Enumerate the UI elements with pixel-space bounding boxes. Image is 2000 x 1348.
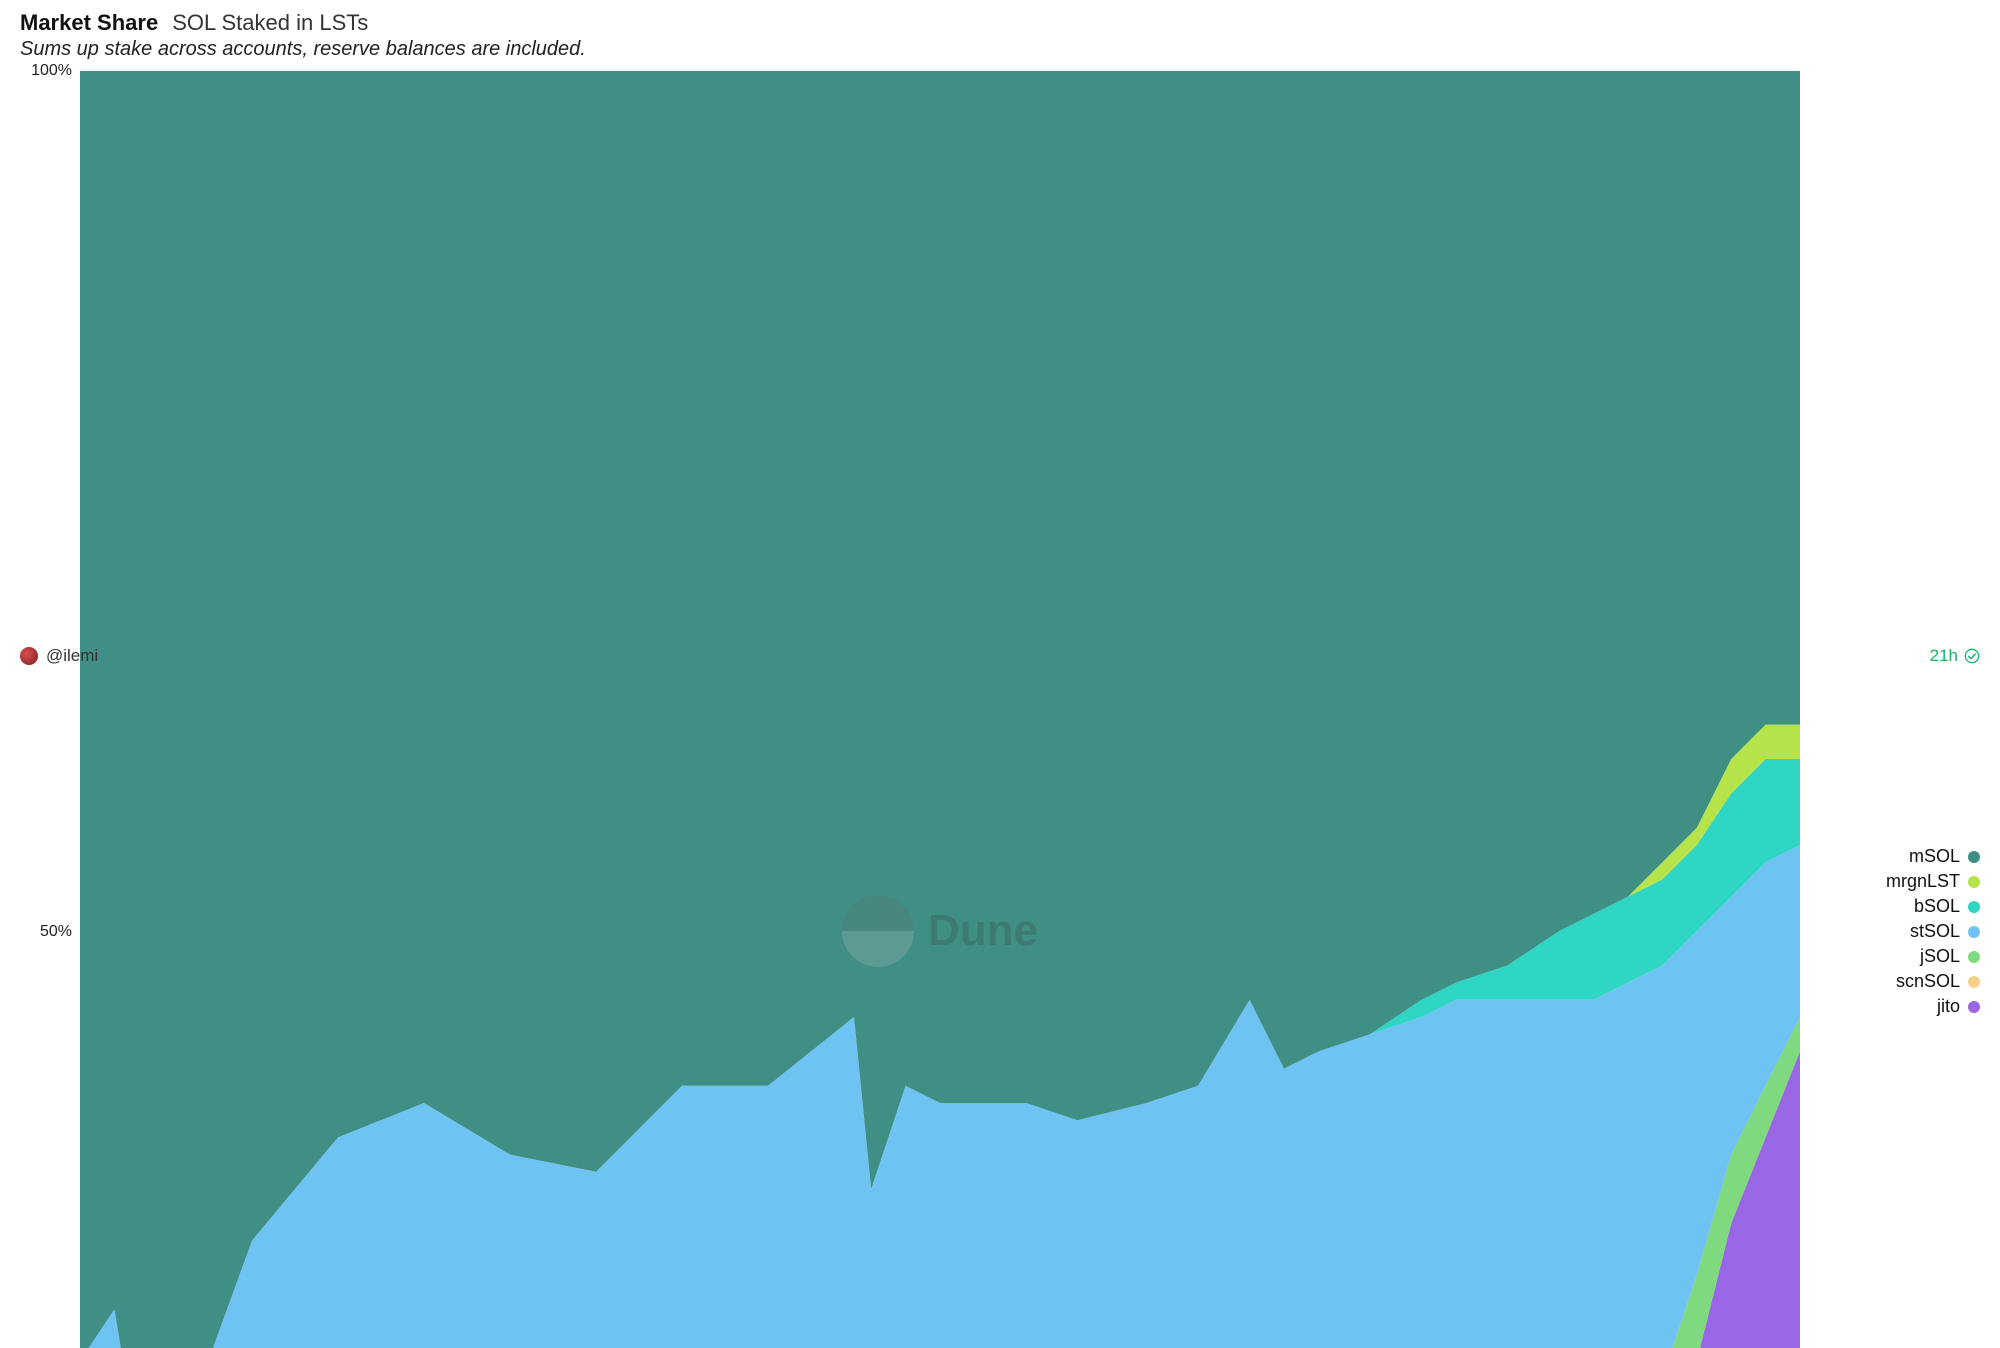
legend-label: bSOL (1914, 896, 1960, 917)
legend-label: jito (1937, 996, 1960, 1017)
legend-item[interactable]: jSOL (1828, 946, 1980, 967)
legend-item[interactable]: mSOL (1828, 846, 1980, 867)
legend-label: stSOL (1910, 921, 1960, 942)
legend-label: scnSOL (1896, 971, 1960, 992)
author-link[interactable]: @ilemi (20, 646, 98, 666)
legend-swatch-icon (1968, 851, 1980, 863)
legend-item[interactable]: stSOL (1828, 921, 1980, 942)
y-tick-label: 50% (40, 923, 72, 941)
legend-swatch-icon (1968, 901, 1980, 913)
check-circle-icon (1964, 648, 1980, 664)
legend-label: jSOL (1920, 946, 1960, 967)
legend-swatch-icon (1968, 1001, 1980, 1013)
legend-swatch-icon (1968, 951, 1980, 963)
legend-item[interactable]: bSOL (1828, 896, 1980, 917)
legend-item[interactable]: scnSOL (1828, 971, 1980, 992)
legend-swatch-icon (1968, 876, 1980, 888)
author-handle: @ilemi (46, 646, 98, 666)
refresh-timestamp[interactable]: 21h (1930, 646, 1980, 666)
author-avatar-icon (20, 647, 38, 665)
legend: mSOL mrgnLST bSOL stSOL jSOL scnSOL jito (1800, 71, 1980, 1348)
chart-description: Sums up stake across accounts, reserve b… (20, 38, 1980, 61)
chart-subtitle-inline: SOL Staked in LSTs (172, 10, 368, 36)
legend-label: mSOL (1909, 846, 1960, 867)
stacked-area-svg (80, 71, 1800, 1348)
legend-item[interactable]: mrgnLST (1828, 871, 1980, 892)
y-axis: 050%100% (20, 71, 80, 1348)
legend-swatch-icon (1968, 926, 1980, 938)
legend-swatch-icon (1968, 976, 1980, 988)
chart-title: Market Share (20, 10, 158, 36)
plot-area: Dune (80, 71, 1800, 1348)
chart-container: 050%100% Dune mSOLmrgnLSTbSOLstSOLjSOLsc… (20, 71, 1980, 626)
legend-label: mrgnLST (1886, 871, 1960, 892)
chart-header: Market Share SOL Staked in LSTs Sums up … (20, 10, 1980, 61)
y-tick-label: 100% (31, 62, 72, 80)
timestamp-label: 21h (1930, 646, 1958, 666)
chart-footer: @ilemi 21h (20, 646, 1980, 666)
legend-item[interactable]: jito (1828, 996, 1980, 1017)
